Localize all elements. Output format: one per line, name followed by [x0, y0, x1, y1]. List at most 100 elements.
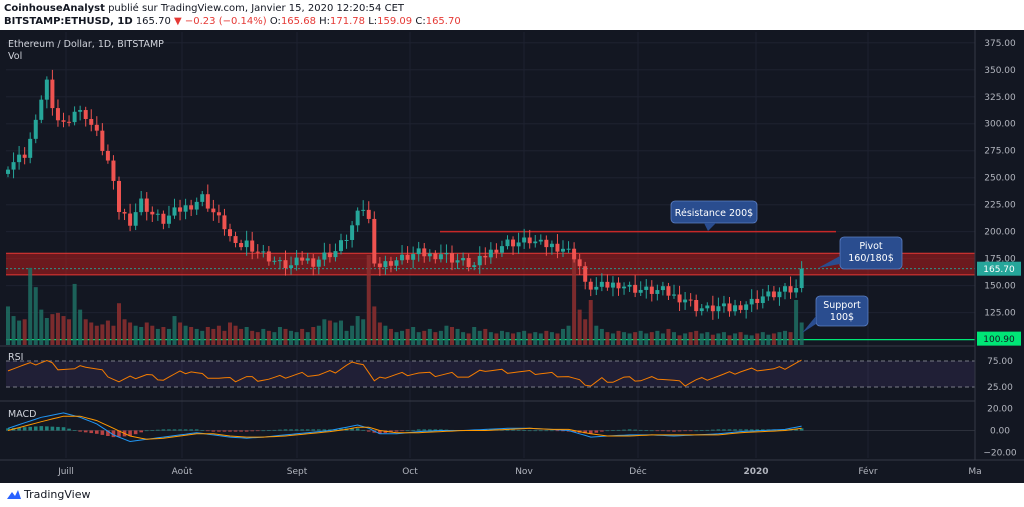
macd-histogram-bar: [616, 429, 621, 431]
volume-bar: [72, 283, 77, 345]
open-value: 165.68: [280, 16, 316, 27]
candle: [72, 106, 77, 126]
pivot-callout[interactable]: Pivot 160/180$: [818, 236, 903, 270]
volume-bar: [638, 330, 643, 345]
volume-bar: [450, 327, 454, 345]
volume-bar: [372, 306, 377, 345]
candle: [788, 276, 793, 299]
support-callout-box: [815, 295, 869, 327]
candle: [666, 282, 671, 300]
macd-histogram-bar: [83, 430, 88, 433]
candle-body: [388, 261, 393, 266]
candles[interactable]: [6, 69, 804, 320]
candle: [222, 208, 227, 236]
volume-bar: [100, 324, 105, 345]
candle-body: [516, 242, 521, 247]
candle: [616, 277, 621, 296]
volume-bar: [655, 330, 660, 345]
price-axis[interactable]: 100.00125.00150.00175.00200.00225.00250.…: [0, 30, 1024, 461]
macd-histogram-bar: [594, 430, 599, 433]
candle-body: [155, 213, 160, 215]
candle: [422, 243, 427, 263]
candle-body: [239, 243, 244, 248]
macd-histogram-bar: [255, 430, 260, 432]
volume-bar: [205, 327, 210, 345]
macd-histogram-bar: [389, 430, 393, 433]
volume-bar: [400, 330, 405, 345]
candle: [394, 257, 399, 272]
macd-histogram-bar: [583, 430, 587, 434]
candle-body: [783, 286, 787, 292]
series-title: Ethereum / Dollar, 1D, BITSTAMP: [8, 39, 164, 50]
macd-histogram-bar: [144, 430, 149, 432]
symbol-label[interactable]: BITSTAMP:ETHUSD, 1D: [4, 16, 133, 27]
volume-bar: [649, 332, 654, 345]
candle-body: [599, 281, 604, 287]
open-label: O:: [269, 16, 281, 27]
candle-body: [89, 118, 94, 125]
candle: [566, 241, 571, 254]
candle-body: [78, 110, 83, 112]
macd-histogram-bar: [666, 430, 671, 432]
volume-bar: [694, 330, 699, 345]
candle-body: [472, 265, 477, 267]
volume-bar: [272, 332, 277, 345]
candle: [472, 262, 477, 271]
macd-histogram-bar: [128, 430, 132, 436]
candle-body: [211, 208, 216, 213]
macd-histogram-bar: [694, 430, 698, 432]
tradingview-brand[interactable]: TradingView: [24, 488, 91, 501]
candle-body: [361, 209, 366, 211]
candle: [699, 303, 704, 316]
candle: [488, 242, 493, 264]
macd-histogram-bar: [361, 429, 365, 431]
volume-bar: [494, 333, 499, 345]
volume-bar: [577, 309, 582, 345]
support-callout[interactable]: Support 100$: [802, 295, 869, 333]
volume-bar: [311, 327, 316, 345]
tradingview-logo-icon[interactable]: [6, 487, 22, 503]
volume-bar: [455, 328, 460, 345]
macd-histogram-bar: [278, 429, 282, 431]
candle-body: [194, 201, 199, 210]
volume-bar: [605, 332, 610, 345]
volume-bar: [633, 332, 638, 345]
volume-bar: [44, 318, 49, 345]
macd-histogram-bar: [366, 430, 371, 432]
volume-bar: [583, 319, 588, 345]
author-name[interactable]: CoinhouseAnalyst: [4, 3, 105, 14]
candle-body: [799, 268, 804, 289]
candle: [416, 241, 421, 262]
price-tick-label: 200.00: [984, 228, 1016, 238]
candle-body: [416, 248, 421, 255]
candle: [633, 275, 638, 298]
candle-body: [289, 265, 294, 269]
volume-bar: [721, 332, 726, 345]
last-price-tag: [977, 261, 1021, 276]
macd-histogram-bar: [95, 430, 99, 434]
volume-bar: [189, 327, 194, 345]
resistance-callout[interactable]: Résistance 200$: [670, 200, 758, 231]
volume-bar: [222, 330, 227, 345]
macd-histogram-bar: [600, 430, 604, 432]
candle: [150, 206, 155, 222]
candle: [316, 256, 321, 275]
volume-bar: [561, 328, 565, 345]
candle: [200, 190, 205, 207]
macd-histogram-bar: [300, 429, 304, 431]
candle-body: [283, 260, 288, 269]
volume-bar: [733, 333, 738, 345]
candle: [128, 203, 133, 232]
candle: [111, 155, 116, 190]
macd-histogram-bar: [289, 429, 293, 431]
candle: [166, 205, 171, 229]
macd-histogram-bar: [378, 430, 382, 434]
candle: [466, 253, 471, 272]
candle: [100, 123, 105, 156]
candle-body: [610, 282, 615, 288]
candle: [216, 204, 221, 223]
volume-bar: [361, 319, 366, 345]
time-axis[interactable]: Juill Août Sept Oct Nov Déc 2020 Févr Ma: [57, 466, 982, 477]
volume-bar: [588, 300, 593, 345]
